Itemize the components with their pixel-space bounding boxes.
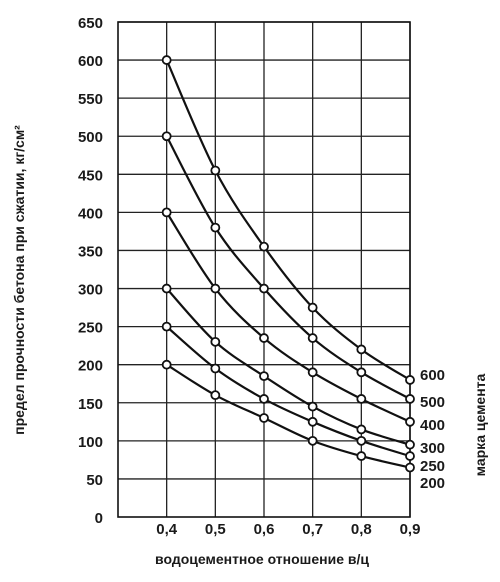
data-point-250 (307, 416, 318, 427)
plot-frame (117, 21, 411, 518)
legend-label-500: 500 (420, 394, 445, 411)
data-point-500 (210, 222, 221, 233)
data-point-400 (405, 416, 415, 427)
data-point-200 (405, 462, 415, 473)
series-line-600 (165, 59, 411, 381)
series-line-300 (165, 287, 411, 446)
data-point-250 (405, 451, 415, 461)
x-axis-label: водоцементное отношение в/ц (155, 551, 369, 567)
y-axis-ticks: 0 50 100 150 200 250 300 350 400 450 500 550 600 650 (78, 15, 103, 527)
x-tick-label: 0,7 (302, 521, 323, 538)
data-point-200 (210, 390, 221, 401)
x-axis-ticks: 0,4 0,5 0,6 0,7 0,8 0,9 (156, 521, 420, 538)
data-point-200 (259, 413, 269, 423)
series-line-400 (165, 211, 411, 423)
y-tick-label: 100 (78, 434, 103, 451)
y-tick-label: 400 (78, 205, 103, 222)
data-point-400 (161, 207, 172, 218)
data-point-250 (356, 435, 367, 446)
y-tick-label: 0 (95, 510, 103, 527)
data-point-500 (259, 283, 269, 294)
y-tick-label: 250 (78, 320, 103, 337)
data-point-500 (405, 394, 415, 404)
data-point-600 (210, 165, 221, 176)
y-tick-label: 150 (78, 396, 103, 413)
legend-label-600: 600 (420, 367, 445, 384)
y-tick-label: 50 (86, 472, 103, 489)
x-tick-label: 0,8 (351, 521, 372, 538)
data-point-300 (259, 371, 269, 382)
data-point-600 (161, 55, 172, 65)
data-point-600 (259, 241, 269, 252)
data-point-250 (210, 363, 221, 374)
data-point-600 (356, 344, 367, 355)
y-tick-label: 600 (78, 53, 103, 70)
y-axis-label: предел прочности бетона при сжатии, кг/с… (11, 125, 27, 435)
data-point-300 (210, 336, 221, 347)
data-point-300 (356, 424, 367, 435)
y-tick-label: 300 (78, 282, 103, 299)
y-tick-label: 650 (78, 15, 103, 32)
data-point-500 (307, 333, 318, 343)
legend-label-200: 200 (420, 475, 445, 492)
legend-label-300: 300 (420, 440, 445, 457)
legend-label-400: 400 (420, 417, 445, 434)
y-tick-label: 350 (78, 243, 103, 260)
data-point-300 (405, 439, 415, 450)
data-point-400 (210, 283, 221, 294)
data-point-200 (307, 435, 318, 446)
data-point-600 (307, 302, 318, 313)
x-tick-label: 0,5 (205, 521, 226, 538)
legend-label-250: 250 (420, 458, 445, 475)
data-point-300 (161, 283, 172, 294)
y-tick-label: 450 (78, 167, 103, 184)
data-point-250 (259, 394, 269, 404)
data-point-500 (356, 367, 367, 378)
x-tick-label: 0,9 (400, 521, 421, 538)
x-tick-label: 0,4 (156, 521, 178, 538)
data-point-600 (405, 375, 415, 385)
data-point-400 (356, 394, 367, 404)
x-tick-label: 0,6 (254, 521, 275, 538)
data-point-500 (161, 131, 172, 142)
y-tick-label: 550 (78, 91, 103, 108)
y-tick-label: 500 (78, 129, 103, 146)
data-point-250 (161, 321, 172, 332)
series-lines (161, 55, 415, 473)
data-point-200 (161, 359, 172, 370)
data-point-400 (307, 367, 318, 378)
data-point-300 (307, 401, 318, 412)
y-tick-label: 200 (78, 358, 103, 375)
data-point-400 (259, 333, 269, 343)
legend-title: марка цемента (472, 373, 488, 476)
data-point-200 (356, 451, 367, 461)
